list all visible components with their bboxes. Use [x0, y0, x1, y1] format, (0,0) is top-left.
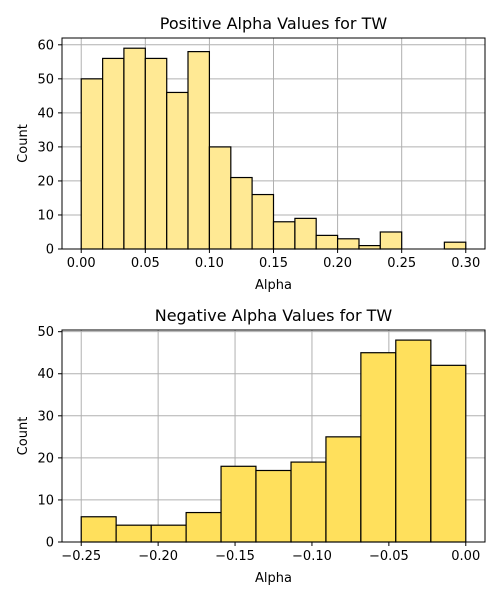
chart-title: Positive Alpha Values for TW: [160, 14, 388, 33]
x-tick-label: 0.05: [131, 256, 160, 271]
x-tick-label: 0.10: [195, 256, 224, 271]
x-tick-label: −0.10: [292, 549, 332, 564]
y-tick-label: 40: [37, 367, 54, 382]
x-tick-label: 0.00: [451, 549, 480, 564]
x-tick-label: 0.25: [387, 256, 416, 271]
y-tick-label: 20: [37, 451, 54, 466]
y-axis-label: Count: [16, 417, 31, 456]
histogram-bar: [443, 241, 467, 250]
histogram-bar: [80, 78, 104, 250]
histogram-bar: [230, 176, 253, 250]
x-tick-label: −0.25: [61, 549, 101, 564]
x-tick-label: 0.00: [67, 256, 96, 271]
chart-title: Negative Alpha Values for TW: [155, 306, 393, 325]
histogram-bar: [395, 339, 432, 543]
y-tick-label: 40: [37, 106, 54, 121]
x-tick-label: 0.20: [323, 256, 352, 271]
y-axis-label: Count: [16, 124, 31, 163]
y-tick-label: 0: [46, 536, 54, 551]
y-tick-label: 20: [37, 174, 54, 189]
histogram-bar: [150, 524, 187, 543]
y-tick-label: 10: [37, 208, 54, 223]
histogram-bar: [220, 465, 257, 543]
x-tick-label: −0.05: [369, 549, 409, 564]
histogram-bar: [123, 47, 146, 250]
histogram-bar: [336, 238, 360, 250]
y-tick-label: 60: [37, 38, 54, 53]
x-axis-label: Alpha: [255, 571, 292, 586]
histogram-bar: [185, 511, 222, 543]
histogram-bar: [166, 91, 189, 250]
chart-1: 0.00 0.05 0.10 0.15 0.20 0.25 0.30 0 10 20 30 40 50 6…: [16, 14, 486, 293]
y-tick-label: 50: [37, 325, 54, 340]
histogram-bar: [290, 461, 327, 543]
histogram-bar: [294, 217, 317, 250]
chart-2: −0.25 −0.20 −0.15 −0.10 −0.05 0.00 0 10 20 30 40 50…: [16, 306, 486, 586]
histogram-bar: [358, 244, 381, 250]
histogram-bar: [315, 234, 339, 250]
y-tick-label: 30: [37, 409, 54, 424]
histogram-bar: [430, 364, 467, 543]
histogram-bar: [102, 57, 125, 250]
plot-frame: [61, 329, 486, 543]
x-tick-label: 0.15: [259, 256, 288, 271]
y-tick-label: 30: [37, 140, 54, 155]
histogram-bar: [208, 146, 232, 250]
y-tick-label: 10: [37, 493, 54, 508]
y-tick-label: 50: [37, 72, 54, 87]
histogram-bar: [360, 352, 397, 543]
x-tick-label: −0.20: [138, 549, 178, 564]
x-tick-label: 0.30: [451, 256, 480, 271]
histogram-bar: [251, 193, 275, 250]
y-tick-label: 0: [46, 243, 54, 258]
histogram-bar: [115, 524, 152, 543]
histogram-bar: [379, 231, 403, 250]
histogram-bar: [272, 221, 296, 250]
histogram-bar: [255, 469, 292, 543]
histogram-bar: [325, 436, 362, 543]
histogram-bar: [144, 57, 168, 250]
histogram-bar: [187, 51, 211, 250]
x-axis-label: Alpha: [255, 278, 292, 293]
histogram-bar: [80, 516, 117, 543]
x-tick-label: −0.15: [215, 549, 255, 564]
